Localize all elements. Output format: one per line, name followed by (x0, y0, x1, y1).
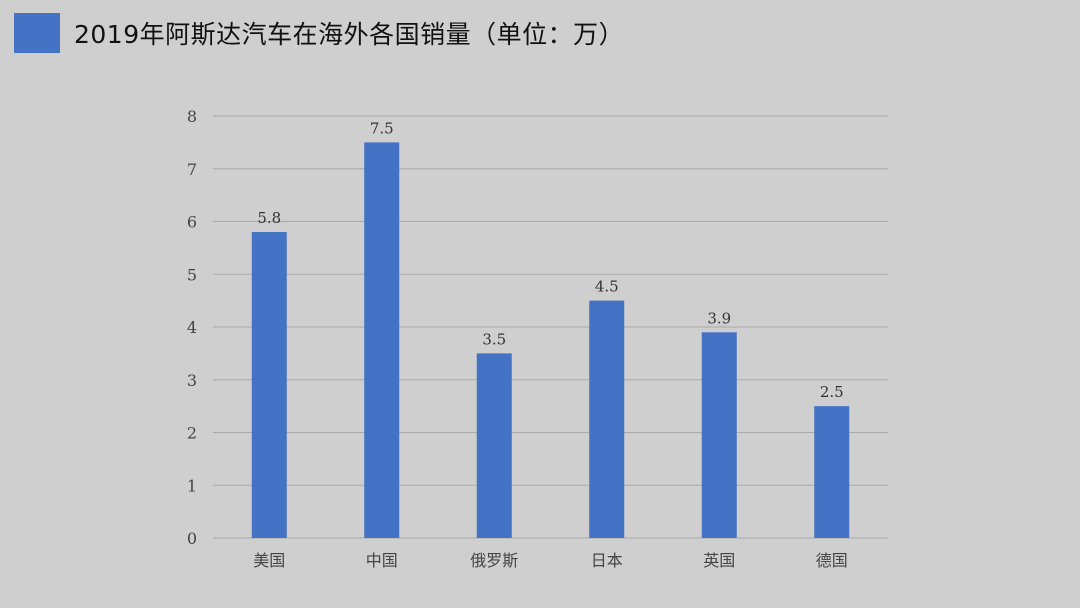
data-labels: 5.8 7.5 3.5 4.5 3.9 2.5 (257, 119, 843, 401)
chart-title: 2019年阿斯达汽车在海外各国销量（单位：万） (74, 20, 625, 49)
y-tick-label: 5 (187, 265, 197, 284)
bar (251, 232, 287, 539)
y-tick-label: 1 (187, 476, 197, 495)
data-label: 3.5 (482, 330, 506, 348)
data-label: 3.9 (707, 309, 731, 327)
y-tick-label: 4 (187, 318, 197, 337)
data-label: 5.8 (257, 209, 281, 227)
y-tick-label: 8 (187, 107, 197, 126)
bar (814, 406, 850, 538)
grid-lines (213, 115, 888, 539)
bars (251, 142, 850, 539)
bar (476, 353, 512, 538)
y-tick-label: 3 (187, 371, 197, 390)
category-label: 日本 (591, 551, 623, 570)
y-tick-label: 0 (187, 529, 197, 548)
y-tick-label: 2 (187, 424, 197, 443)
category-label: 美国 (253, 551, 285, 570)
chart-title-bar: 2019年阿斯达汽车在海外各国销量（单位：万） (14, 13, 624, 53)
bar (701, 332, 737, 538)
data-label: 4.5 (595, 278, 619, 296)
y-axis-ticks: 0 1 2 3 4 5 6 7 8 (187, 107, 197, 548)
category-label: 德国 (816, 551, 848, 570)
category-label: 中国 (366, 551, 398, 570)
category-label: 英国 (703, 551, 735, 570)
category-label: 俄罗斯 (470, 551, 518, 570)
x-axis-categories: 美国 中国 俄罗斯 日本 英国 德国 (253, 551, 848, 570)
bar (364, 142, 400, 538)
bar (589, 300, 625, 538)
y-tick-label: 7 (187, 160, 197, 179)
legend-swatch (14, 13, 60, 53)
data-label: 2.5 (820, 383, 844, 401)
data-label: 7.5 (370, 119, 394, 137)
y-tick-label: 6 (187, 213, 197, 232)
